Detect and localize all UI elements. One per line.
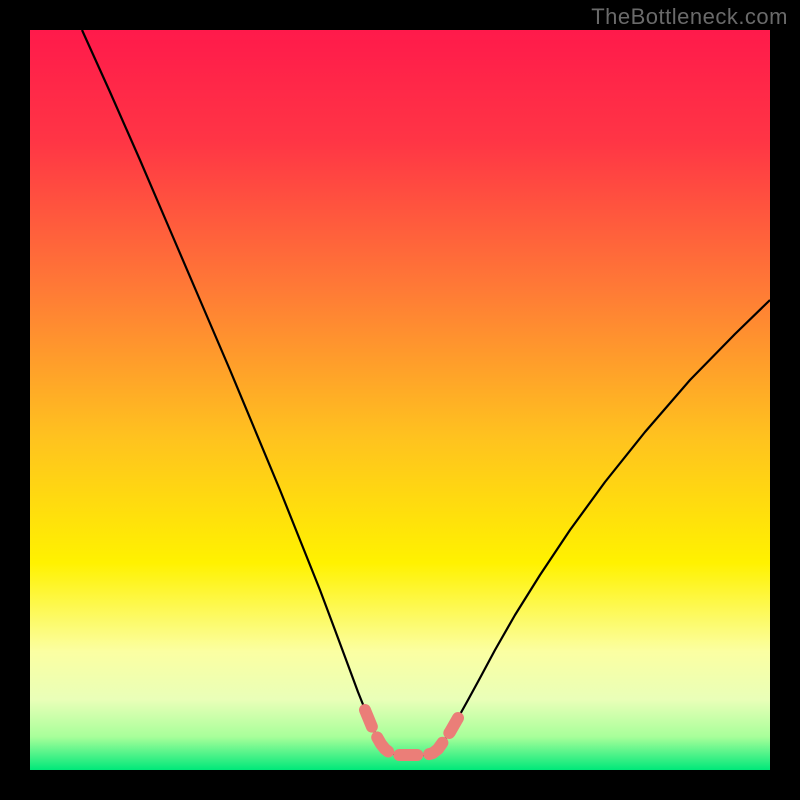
chart-container: TheBottleneck.com xyxy=(0,0,800,800)
bottleneck-chart xyxy=(0,0,800,800)
plot-background xyxy=(30,30,770,770)
watermark-text: TheBottleneck.com xyxy=(591,4,788,30)
